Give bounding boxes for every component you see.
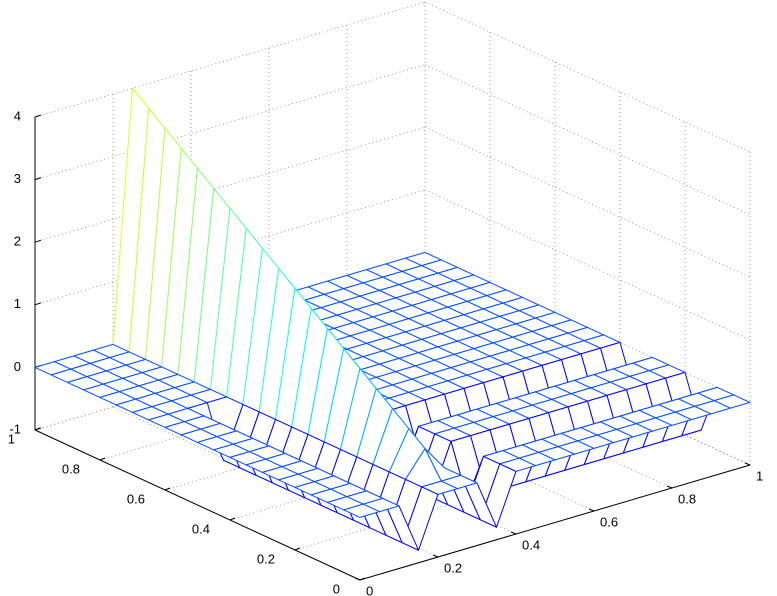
tick-mark [34,177,42,181]
z-tick-label: 0 [14,359,21,374]
z-tick-label: 4 [14,108,21,123]
x-tick-label: 0.8 [678,491,696,506]
grid-line [424,126,751,278]
x-tick-label: 0 [366,583,373,596]
x-tick-label: 1 [756,468,763,483]
tick-mark [99,457,106,461]
tick-mark [744,462,751,466]
tick-mark [666,485,673,489]
grid-line [424,64,751,216]
tick-mark [588,508,595,512]
z-tick-label: -1 [9,421,21,436]
y-tick-label: 0.2 [257,551,275,566]
tick-mark [432,554,439,558]
z-tick-label: 2 [14,234,21,249]
tick-mark [34,427,42,431]
grid-line [424,1,751,153]
tick-mark [359,577,366,581]
tick-mark [294,547,301,551]
grid-line [34,1,426,118]
x-tick-label: 0.4 [522,537,540,552]
x-tick-label: 0.2 [444,560,462,575]
x-tick-label: 0.6 [600,514,618,529]
tick-mark [510,531,517,535]
tick-mark [34,114,42,118]
y-tick-label: 0.6 [127,491,145,506]
y-tick-label: 0.4 [192,521,210,536]
tick-mark [34,302,42,306]
tick-mark [229,517,236,521]
y-tick-label: 1 [8,431,15,446]
mesh-cell [343,503,380,518]
tick-mark [354,577,361,581]
z-tick-label: 3 [14,171,21,186]
z-tick-label: 1 [14,296,21,311]
y-tick-label: 0 [333,581,340,596]
x-axis [359,464,751,581]
tick-mark [164,487,171,491]
tick-mark [34,239,42,243]
y-tick-label: 0.8 [62,461,80,476]
y-axis [34,429,361,581]
grid-line [34,64,426,181]
